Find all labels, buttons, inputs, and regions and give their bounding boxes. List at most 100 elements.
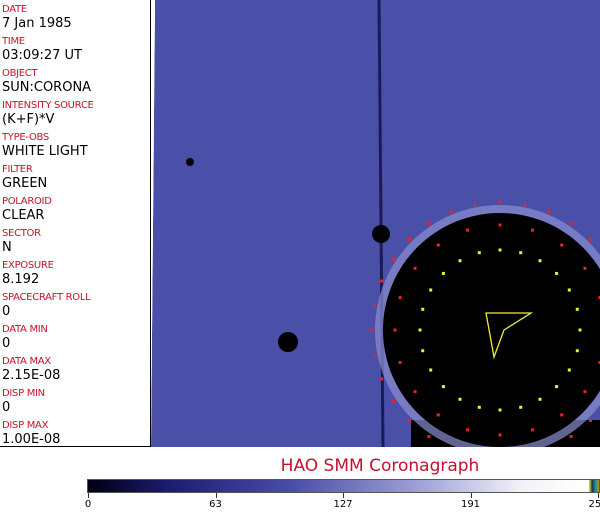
grid-marker <box>473 202 477 206</box>
colorbar-tick-label: 63 <box>209 499 222 510</box>
grid-marker <box>575 307 579 311</box>
colorbar-tick-label: 0 <box>84 499 92 510</box>
grid-marker <box>477 405 481 409</box>
grid-marker <box>380 279 384 283</box>
colorbar-tick <box>598 493 599 498</box>
colorbar-tick-label: 191 <box>460 499 481 510</box>
field-value: 0 <box>2 400 11 415</box>
field-label: EXPOSURE <box>2 260 54 271</box>
grid-marker <box>427 434 431 438</box>
grid-marker <box>498 223 502 227</box>
grid-marker <box>398 296 402 300</box>
grid-marker <box>413 390 417 394</box>
coronagraph-image <box>151 0 600 447</box>
grid-marker <box>583 390 587 394</box>
field-value: 7 Jan 1985 <box>2 16 72 31</box>
field-label: DISP MIN <box>2 388 45 399</box>
grid-marker <box>560 243 564 247</box>
field-value: 0 <box>2 304 11 319</box>
grid-marker <box>498 248 502 252</box>
grid-marker <box>555 271 559 275</box>
dark-spot <box>372 225 390 243</box>
grid-marker <box>538 397 542 401</box>
grid-marker <box>477 251 481 255</box>
field-label: DATE <box>2 4 27 15</box>
grid-marker <box>407 237 411 241</box>
grid-marker <box>407 419 411 423</box>
field-label: POLAROID <box>2 196 52 207</box>
field-value: 0 <box>2 336 11 351</box>
grid-marker <box>583 266 587 270</box>
colorbar-tick <box>215 493 217 498</box>
grid-marker <box>578 328 582 332</box>
field-label: DATA MIN <box>2 324 48 335</box>
colorbar-tick-label: 127 <box>333 499 353 510</box>
field-value: (K+F)*V <box>2 112 55 127</box>
field-value: 2.15E-08 <box>2 368 61 383</box>
grid-marker <box>598 296 600 300</box>
grid-marker <box>567 368 571 372</box>
grid-marker <box>458 259 462 263</box>
grid-marker <box>519 405 523 409</box>
sector-outline <box>485 312 534 360</box>
dark-spot <box>186 158 194 166</box>
grid-marker <box>458 397 462 401</box>
grid-marker <box>569 222 573 226</box>
grid-marker <box>498 408 502 412</box>
grid-marker <box>519 251 523 255</box>
occulter-disk <box>383 213 600 447</box>
grid-marker <box>560 413 564 417</box>
grid-marker <box>449 210 453 214</box>
field-value: CLEAR <box>2 208 45 223</box>
grid-marker <box>392 257 396 261</box>
grid-marker <box>569 434 573 438</box>
grid-marker <box>589 419 593 423</box>
grid-marker <box>421 349 425 353</box>
grid-marker <box>380 377 384 381</box>
grid-marker <box>392 399 396 403</box>
grid-marker <box>555 385 559 389</box>
colorbar-tick <box>470 493 472 498</box>
grid-marker <box>370 328 374 332</box>
colorbar-tick <box>343 493 344 498</box>
metadata-panel: DATE 7 Jan 1985 TIME 03:09:27 UT OBJECT SU… <box>0 0 151 447</box>
field-label: OBJECT <box>2 68 38 79</box>
grid-marker <box>398 360 402 364</box>
grid-marker <box>466 228 470 232</box>
grid-marker <box>498 200 502 204</box>
pylon-line <box>377 0 385 447</box>
field-value: 8.192 <box>2 272 40 287</box>
field-label: TIME <box>2 36 25 47</box>
field-label: DISP MAX <box>2 420 49 431</box>
plot-title: HAO SMM Coronagraph <box>280 456 480 476</box>
field-label: DATA MAX <box>2 356 51 367</box>
grid-marker <box>589 237 593 241</box>
grid-marker <box>538 259 542 263</box>
grid-marker <box>436 413 440 417</box>
field-value: SUN:CORONA <box>2 80 92 95</box>
grid-marker <box>436 243 440 247</box>
colorbar-tick-label: 255 <box>588 499 600 510</box>
dark-spot <box>278 332 298 352</box>
field-label: TYPE-OBS <box>2 132 49 143</box>
grid-marker <box>598 360 600 364</box>
grid-marker <box>441 271 445 275</box>
grid-marker <box>575 349 579 353</box>
grid-marker <box>393 328 397 332</box>
grid-marker <box>413 266 417 270</box>
field-label: INTENSITY SOURCE <box>2 100 94 111</box>
field-label: SECTOR <box>2 228 41 239</box>
colorbar <box>87 479 600 493</box>
grid-marker <box>441 385 445 389</box>
field-label: FILTER <box>2 164 33 175</box>
field-label: SPACECRAFT ROLL <box>2 292 91 303</box>
grid-marker <box>418 328 422 332</box>
grid-marker <box>567 288 571 292</box>
grid-marker <box>523 202 527 206</box>
field-value: WHITE LIGHT <box>2 144 88 159</box>
grid-marker <box>547 210 551 214</box>
field-value: N <box>2 240 12 255</box>
grid-marker <box>429 368 433 372</box>
grid-marker <box>372 303 376 307</box>
grid-marker <box>429 288 433 292</box>
